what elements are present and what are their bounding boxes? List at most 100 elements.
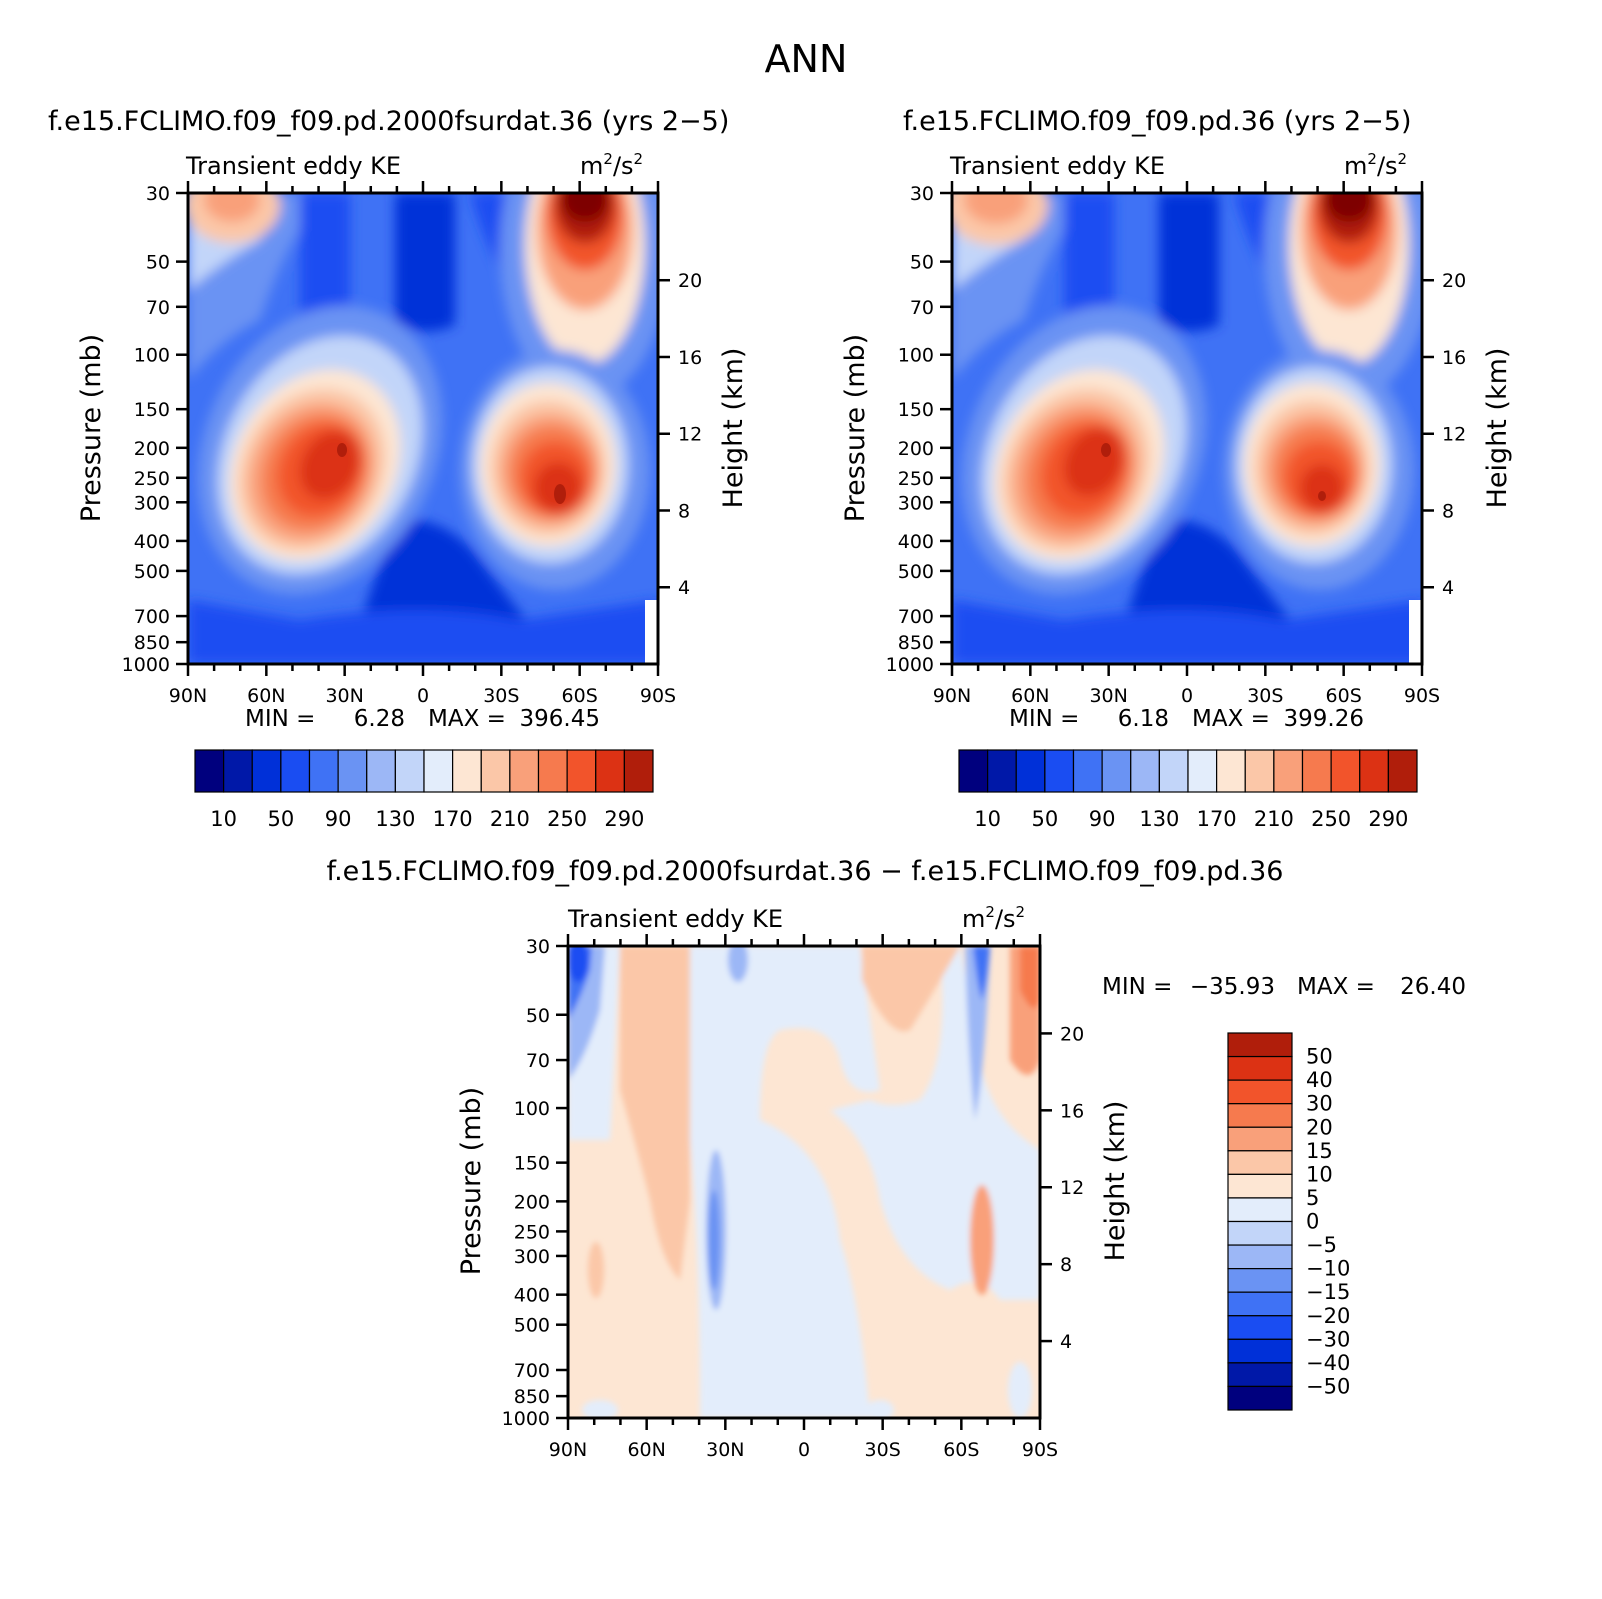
x-tick-label: 60N bbox=[247, 685, 285, 707]
units-label: m2/s2 bbox=[580, 150, 643, 180]
y-tick-label: 500 bbox=[134, 561, 170, 583]
y-tick-label: 500 bbox=[898, 561, 934, 583]
x-tick-label: 0 bbox=[1181, 685, 1193, 707]
y-tick-label: 850 bbox=[134, 632, 170, 654]
colorbar-swatch bbox=[1216, 749, 1246, 793]
colorbar-swatch bbox=[1244, 749, 1275, 793]
y-right-tick-label: 20 bbox=[678, 270, 702, 292]
max-label: MAX = bbox=[1192, 706, 1270, 732]
colorbar-label: 210 bbox=[1254, 807, 1294, 831]
y-tick-label: 500 bbox=[514, 1315, 550, 1337]
max-label: MAX = bbox=[428, 706, 506, 732]
colorbar-swatch bbox=[1387, 749, 1418, 793]
y-right-tick-label: 4 bbox=[1442, 577, 1454, 599]
x-tick-label: 60S bbox=[943, 1439, 979, 1461]
y-tick-label: 400 bbox=[134, 531, 170, 553]
y-tick-label: 150 bbox=[514, 1153, 550, 1175]
y-tick-label: 1000 bbox=[502, 1408, 550, 1430]
colorbar-swatch bbox=[537, 749, 568, 793]
colorbar-swatch bbox=[1301, 749, 1332, 793]
y-tick-label: 50 bbox=[526, 1005, 550, 1027]
colorbar-swatch bbox=[1101, 749, 1132, 793]
colorbar-label: −20 bbox=[1306, 1304, 1350, 1328]
colorbar-swatch bbox=[1227, 1173, 1293, 1199]
min-label: MIN = bbox=[1009, 706, 1079, 732]
colorbar-label: 210 bbox=[490, 807, 530, 831]
panel-title: f.e15.FCLIMO.f09_f09.pd.36 (yrs 2−5) bbox=[903, 106, 1411, 137]
y-tick-label: 700 bbox=[514, 1360, 550, 1382]
x-tick-label: 90N bbox=[933, 685, 971, 707]
colorbar-swatch bbox=[1158, 749, 1189, 793]
y-tick-label: 400 bbox=[898, 531, 934, 553]
colorbar-swatch bbox=[1227, 1126, 1293, 1152]
contour-field bbox=[188, 193, 658, 664]
units-label: m2/s2 bbox=[1344, 150, 1407, 180]
y-right-tick-label: 12 bbox=[1442, 424, 1466, 446]
colorbar-label: 15 bbox=[1306, 1139, 1333, 1163]
y-right-tick-label: 8 bbox=[1060, 1254, 1072, 1276]
colorbar-swatch bbox=[1227, 1150, 1293, 1175]
colorbar-left: 10 50 90 130 170 210 250 290 bbox=[194, 749, 654, 831]
y-right-tick-label: 4 bbox=[678, 577, 690, 599]
colorbar-swatch bbox=[1227, 1197, 1293, 1223]
x-tick-label: 60N bbox=[627, 1439, 665, 1461]
colorbar-label: 250 bbox=[547, 807, 587, 831]
colorbar-label: −40 bbox=[1306, 1351, 1350, 1375]
colorbar-swatch bbox=[1227, 1291, 1293, 1317]
panel-right: f.e15.FCLIMO.f09_f09.pd.36 (yrs 2−5) Tra… bbox=[840, 106, 1513, 831]
colorbar-label: −30 bbox=[1306, 1327, 1350, 1351]
y-tick-label: 850 bbox=[898, 632, 934, 654]
min-value: −35.93 bbox=[1190, 974, 1275, 1000]
colorbar-label: 40 bbox=[1306, 1068, 1333, 1092]
y-tick-label: 300 bbox=[514, 1246, 550, 1268]
colorbar-swatch bbox=[452, 749, 482, 793]
x-tick-label: 0 bbox=[417, 685, 429, 707]
y-right-tick-label: 20 bbox=[1442, 270, 1466, 292]
colorbar-swatch bbox=[1227, 1244, 1293, 1270]
figure-title: ANN bbox=[765, 37, 848, 81]
y-tick-label: 700 bbox=[134, 606, 170, 628]
colorbar-swatch bbox=[1273, 749, 1304, 793]
colorbar-label: 0 bbox=[1306, 1210, 1319, 1234]
colorbar-label: −5 bbox=[1306, 1233, 1337, 1257]
y-tick-label: 100 bbox=[514, 1098, 550, 1120]
x-tick-label: 30N bbox=[1089, 685, 1127, 707]
y-tick-label: 50 bbox=[146, 252, 170, 274]
colorbar-swatch bbox=[566, 749, 597, 793]
y-tick-label: 150 bbox=[134, 399, 170, 421]
panel-difference: f.e15.FCLIMO.f09_f09.pd.2000fsurdat.36 −… bbox=[327, 856, 1466, 1461]
colorbar-swatch bbox=[595, 749, 625, 793]
colorbar-swatch bbox=[987, 749, 1017, 793]
colorbar-swatch bbox=[308, 749, 339, 793]
y-right-tick-label: 12 bbox=[678, 424, 702, 446]
colorbar-swatch bbox=[623, 749, 654, 793]
y-tick-label: 30 bbox=[526, 936, 550, 958]
colorbar-swatch bbox=[1227, 1103, 1293, 1128]
y-right-tick-label: 16 bbox=[678, 347, 702, 369]
y-tick-label: 70 bbox=[526, 1050, 550, 1072]
y-tick-label: 700 bbox=[898, 606, 934, 628]
min-label: MIN = bbox=[245, 706, 315, 732]
variable-label: Transient eddy KE bbox=[185, 152, 401, 180]
y-axis-right-label: Height (km) bbox=[1100, 1101, 1131, 1262]
contour-field bbox=[952, 193, 1422, 664]
y-tick-label: 100 bbox=[134, 345, 170, 367]
min-label: MIN = bbox=[1102, 974, 1172, 1000]
x-tick-label: 30S bbox=[483, 685, 519, 707]
x-tick-label: 90N bbox=[169, 685, 207, 707]
colorbar-label: −15 bbox=[1306, 1280, 1350, 1304]
max-label: MAX = bbox=[1297, 974, 1375, 1000]
colorbar-right: 10 50 90 130 170 210 250 290 bbox=[958, 749, 1418, 831]
x-tick-label: 60N bbox=[1011, 685, 1049, 707]
colorbar-swatch bbox=[194, 749, 225, 793]
colorbar-swatch bbox=[251, 749, 282, 793]
y-right-tick-label: 4 bbox=[1060, 1331, 1072, 1353]
colorbar-swatch bbox=[1227, 1385, 1293, 1411]
colorbar-label: 30 bbox=[1306, 1092, 1333, 1116]
colorbar-swatch bbox=[1227, 1315, 1293, 1340]
colorbar-swatch bbox=[423, 749, 454, 793]
colorbar-label: 90 bbox=[1089, 807, 1116, 831]
y-tick-label: 30 bbox=[146, 183, 170, 205]
